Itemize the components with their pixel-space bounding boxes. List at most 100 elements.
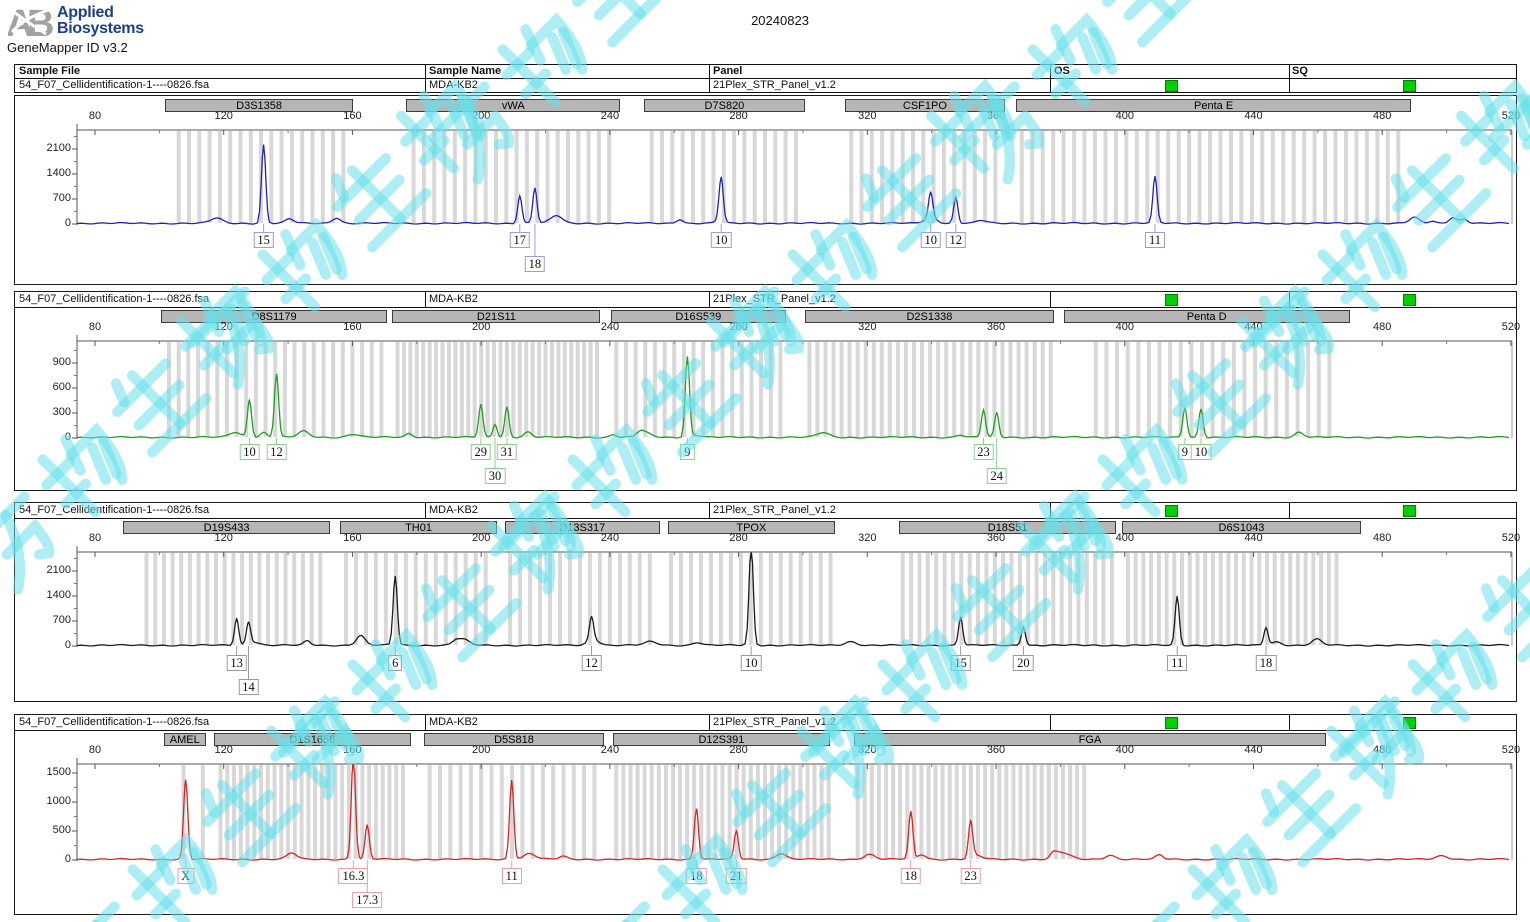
os-pass-indicator: [1165, 505, 1178, 517]
column-divider: [709, 79, 710, 92]
x-axis-tick-label: 120: [214, 744, 233, 756]
y-axis-tick-label: 300: [52, 406, 71, 418]
electropherogram-panel-blue: D3S1358 vWA D7S820 CSF1PO Penta E 80 120 160 200…: [14, 95, 1520, 285]
marker-bar-AMEL: AMEL: [163, 733, 206, 746]
os-pass-indicator: [1165, 717, 1178, 729]
allele-label[interactable]: 14: [238, 679, 259, 695]
allele-label[interactable]: 17.3: [352, 892, 383, 908]
col-header-sq: SQ: [1292, 65, 1308, 77]
allele-label[interactable]: 11: [1167, 655, 1188, 671]
x-axis-tick-label: 520: [1501, 321, 1521, 333]
y-axis-tick-label: 700: [52, 614, 71, 626]
x-axis-tick-label: 400: [1115, 321, 1134, 333]
allele-label[interactable]: 30: [484, 468, 506, 484]
column-divider: [1289, 79, 1290, 92]
x-axis-tick-label: 480: [1373, 110, 1392, 122]
allele-label[interactable]: 10: [920, 232, 941, 248]
allele-label[interactable]: 18: [686, 868, 707, 884]
x-axis-tick-label: 120: [214, 532, 233, 544]
allele-label[interactable]: X: [177, 868, 195, 884]
allele-label[interactable]: 12: [581, 655, 602, 671]
column-divider: [1289, 503, 1290, 518]
allele-label[interactable]: 31: [496, 444, 518, 460]
allele-label[interactable]: 9: [680, 444, 695, 460]
x-axis-tick-label: 200: [472, 321, 491, 333]
allele-label[interactable]: 13: [226, 655, 247, 671]
allele-label[interactable]: 10: [740, 655, 762, 671]
panel-value: 21Plex_STR_Panel_v1.2: [713, 504, 836, 516]
allele-label[interactable]: 11: [1144, 232, 1166, 248]
marker-bar-D6S1043: D6S1043: [1122, 521, 1361, 534]
sample-table-header-row: Sample File Sample Name Panel OS SQ: [15, 65, 1516, 79]
panel-value: 21Plex_STR_Panel_v1.2: [713, 79, 836, 91]
x-axis-tick-label: 240: [600, 744, 620, 756]
x-axis-tick-label: 160: [343, 110, 362, 122]
report-date: 20240823: [751, 13, 809, 28]
x-axis-tick-label: 280: [729, 744, 748, 756]
sample-file-value: 54_F07_Cellidentification-1----0826.fsa: [19, 79, 210, 91]
plot-area-red: [72, 758, 1513, 893]
allele-label[interactable]: 16.3: [338, 868, 369, 884]
panel-sample-row[interactable]: 54_F07_Cellidentification-1----0826.fsa M…: [15, 715, 1516, 731]
os-pass-indicator: [1165, 80, 1178, 92]
allele-label[interactable]: 21: [726, 868, 747, 884]
allele-label[interactable]: 17: [509, 232, 531, 248]
plot-area-green: [72, 335, 1513, 469]
allele-label[interactable]: 6: [388, 655, 403, 671]
logo-line-biosystems: Biosystems: [57, 20, 144, 37]
column-divider: [1050, 79, 1051, 92]
x-axis-tick-label: 120: [214, 110, 233, 122]
x-axis-tick-label: 480: [1373, 321, 1392, 333]
allele-label[interactable]: 20: [1013, 655, 1034, 671]
allele-label[interactable]: 18: [524, 256, 546, 272]
x-axis-tick-label: 80: [88, 744, 102, 756]
marker-bar-D5S818: D5S818: [424, 733, 604, 746]
electropherogram-panel-black: 54_F07_Cellidentification-1----0826.fsa M…: [14, 502, 1520, 702]
allele-label[interactable]: 29: [470, 444, 492, 460]
allele-label[interactable]: 18: [1255, 655, 1277, 671]
sample-table: Sample File Sample Name Panel OS SQ 54_F…: [14, 64, 1517, 93]
column-divider: [709, 65, 710, 78]
allele-label[interactable]: 23: [973, 444, 994, 460]
column-divider: [1289, 715, 1290, 730]
x-axis-tick-label: 240: [600, 321, 620, 333]
allele-label[interactable]: 15: [950, 655, 971, 671]
allele-label[interactable]: 23: [960, 868, 981, 884]
y-axis-tick-label: 2100: [46, 142, 71, 154]
allele-label[interactable]: 11: [501, 868, 522, 884]
electropherogram-panel-red: 54_F07_Cellidentification-1----0826.fsa M…: [14, 714, 1520, 915]
allele-label[interactable]: 10: [710, 232, 732, 248]
x-axis-tick-label: 80: [88, 321, 102, 333]
x-axis-tick-label: 160: [343, 321, 362, 333]
x-axis-tick-label: 240: [600, 532, 620, 544]
sq-pass-indicator: [1403, 505, 1416, 517]
marker-bar-D19S433: D19S433: [123, 521, 331, 534]
allele-label[interactable]: 10: [1190, 444, 1212, 460]
y-axis-tick-label: 0: [64, 217, 71, 229]
column-divider: [709, 503, 710, 518]
col-header-os: OS: [1054, 65, 1070, 77]
sample-row[interactable]: 54_F07_Cellidentification-1----0826.fsa …: [15, 79, 1516, 92]
x-axis-tick-label: 400: [1115, 744, 1134, 756]
x-axis-tick-label: 160: [343, 532, 362, 544]
logo-line-applied: Applied: [57, 4, 114, 21]
os-pass-indicator: [1165, 294, 1178, 306]
x-axis-tick-label: 440: [1244, 744, 1263, 756]
allele-label[interactable]: 12: [266, 444, 287, 460]
y-axis-tick-label: 0: [64, 853, 71, 865]
x-axis-tick-label: 80: [88, 532, 102, 544]
column-divider: [425, 292, 426, 307]
column-divider: [425, 503, 426, 518]
electropherogram-panel-green: 54_F07_Cellidentification-1----0826.fsa M…: [14, 291, 1520, 491]
x-axis-tick-label: 320: [858, 532, 877, 544]
allele-label[interactable]: 15: [253, 232, 274, 248]
y-axis-tick-label: 700: [52, 192, 71, 204]
allele-label[interactable]: 18: [900, 868, 922, 884]
allele-label[interactable]: 10: [239, 444, 260, 460]
allele-label[interactable]: 12: [945, 232, 967, 248]
marker-bar-D2S1338: D2S1338: [805, 310, 1054, 323]
x-axis-tick-label: 80: [88, 110, 102, 122]
column-divider: [425, 79, 426, 92]
x-axis-tick-label: 400: [1115, 532, 1134, 544]
allele-label[interactable]: 24: [986, 468, 1007, 484]
